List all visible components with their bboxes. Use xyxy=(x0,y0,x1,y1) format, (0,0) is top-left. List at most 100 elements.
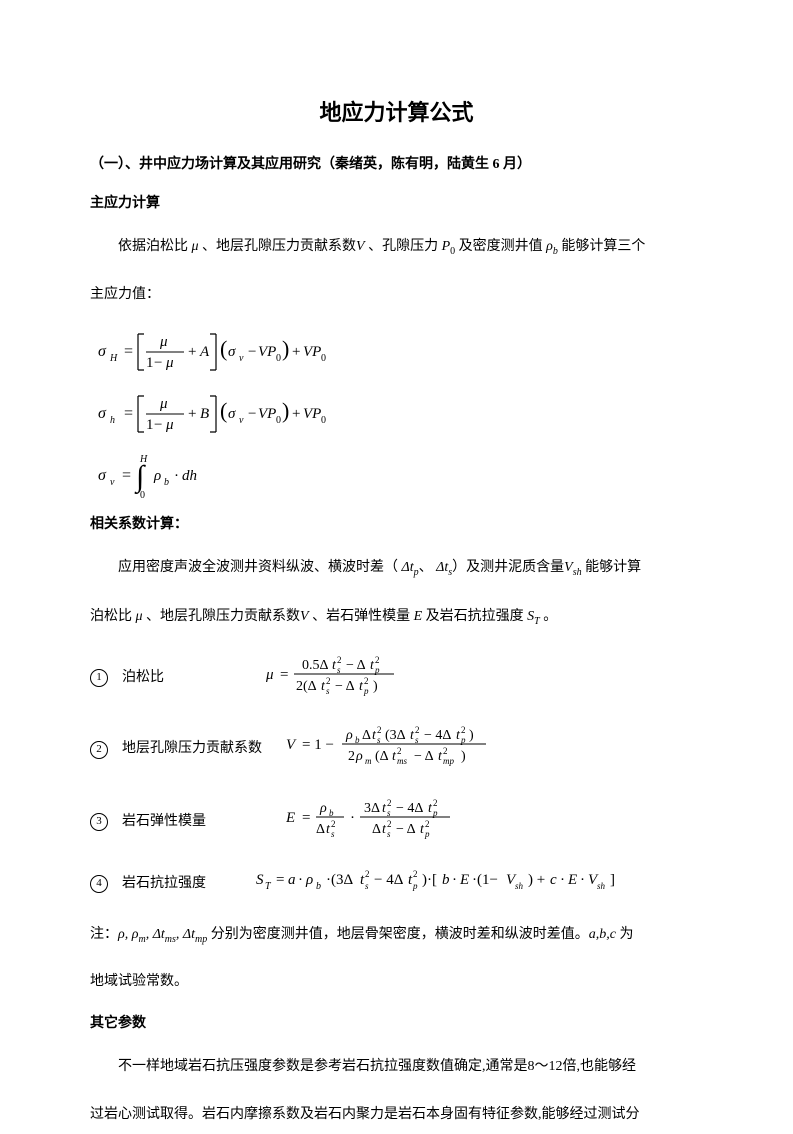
svg-text:E: E xyxy=(459,872,469,888)
svg-text:V: V xyxy=(286,737,297,753)
para-coef-line2: 泊松比 μ 、地层孔隙压力贡献系数V 、岩石弹性模量 E 及岩石抗拉强度 ST … xyxy=(90,599,703,635)
svg-text:μ: μ xyxy=(266,667,274,683)
svg-text:ρ: ρ xyxy=(345,728,353,743)
svg-text:·: · xyxy=(580,872,585,888)
formula-sigma-v: σ v = H ∫ 0 ρ b · dh xyxy=(90,452,703,500)
svg-text:μ: μ xyxy=(159,396,168,412)
svg-text:σ: σ xyxy=(98,467,107,484)
svg-text:2: 2 xyxy=(387,798,392,808)
svg-text:2: 2 xyxy=(337,655,342,665)
svg-text:2: 2 xyxy=(425,819,430,829)
svg-text:2: 2 xyxy=(443,746,448,756)
svg-text:=: = xyxy=(124,405,133,422)
formula-mu: μ = 0.5Δ t s 2 − Δ t p 2 2(Δ t s 2 − Δ t… xyxy=(256,651,703,705)
svg-text:]: ] xyxy=(610,872,615,888)
svg-text:2: 2 xyxy=(364,676,369,686)
svg-text:s: s xyxy=(387,829,391,839)
svg-text:Δ: Δ xyxy=(316,822,325,837)
svg-text:b: b xyxy=(442,872,450,888)
svg-text:v: v xyxy=(110,477,115,488)
svg-text:v: v xyxy=(239,415,244,426)
svg-text:): ) xyxy=(282,336,289,361)
svg-text:A: A xyxy=(199,344,210,360)
svg-text:Δ: Δ xyxy=(372,822,381,837)
svg-text:+: + xyxy=(188,406,196,422)
svg-text:2: 2 xyxy=(433,798,438,808)
svg-text:) +: ) + xyxy=(528,872,545,888)
svg-text:− Δ: − Δ xyxy=(346,658,366,673)
symbol-P0: P xyxy=(438,239,450,254)
svg-text:T: T xyxy=(265,881,272,892)
svg-text:)·[: )·[ xyxy=(422,872,437,888)
svg-text:2: 2 xyxy=(377,725,382,735)
svg-text:p: p xyxy=(424,829,430,839)
para-other-line2: 过岩心测试取得。岩石内摩擦系数及岩石内聚力是岩石本身固有特征参数,能够经过测试分 xyxy=(90,1097,703,1133)
svg-text:σ: σ xyxy=(228,344,236,360)
svg-text:2: 2 xyxy=(415,725,420,735)
svg-text:μ: μ xyxy=(165,417,174,433)
svg-text:ρ: ρ xyxy=(305,872,313,888)
item-E: 3 岩石弹性模量 E = ρ b Δ t s 2 · 3Δ t s 2 − 4Δ… xyxy=(90,794,703,850)
svg-text:−: − xyxy=(248,344,256,360)
svg-text:+: + xyxy=(292,344,300,360)
svg-text:E: E xyxy=(286,810,295,826)
svg-text:= 1 −: = 1 − xyxy=(302,737,334,753)
symbol-rhob: ρ xyxy=(543,239,553,254)
svg-text:3Δ: 3Δ xyxy=(364,801,380,816)
svg-text:0: 0 xyxy=(276,415,281,426)
svg-text:(3Δ: (3Δ xyxy=(385,728,406,743)
svg-text:0.5Δ: 0.5Δ xyxy=(302,658,329,673)
para-coef: 应用密度声波全波测井资料纵波、横波时差（ Δtp、 Δts）及测井泥质含量Vsh… xyxy=(90,550,703,586)
svg-text:): ) xyxy=(373,679,378,694)
svg-text:H: H xyxy=(109,353,118,364)
circle-num-1: 1 xyxy=(90,669,108,687)
svg-text:p: p xyxy=(363,686,369,696)
svg-text:s: s xyxy=(326,686,330,696)
svg-text:m: m xyxy=(365,756,372,766)
svg-text:ms: ms xyxy=(397,756,407,766)
formula-ST: S T = a · ρ b ·(3Δ t s 2 − 4Δ t p 2 )·[ … xyxy=(256,866,703,902)
item-label-3: 岩石弹性模量 xyxy=(122,811,242,833)
symbol-abc: a,b,c xyxy=(589,927,616,942)
svg-text:1: 1 xyxy=(146,355,154,371)
svg-text:·: · xyxy=(350,810,355,826)
svg-text:2: 2 xyxy=(413,869,418,879)
svg-text:·: · xyxy=(560,872,565,888)
svg-text:): ) xyxy=(469,728,474,743)
svg-text:(Δ: (Δ xyxy=(375,749,389,764)
subsection-coef: 相关系数计算： xyxy=(90,514,703,536)
formula-V: V = 1 − ρ b Δ t s 2 (3Δ t s 2 − 4Δ t p 2… xyxy=(286,721,703,777)
svg-text:dh: dh xyxy=(182,468,197,484)
svg-text:·: · xyxy=(452,872,457,888)
svg-text:(: ( xyxy=(220,398,227,423)
item-label-2: 地层孔隙压力贡献系数 xyxy=(122,738,272,760)
svg-text:2(Δ: 2(Δ xyxy=(296,679,317,694)
svg-text:− 4Δ: − 4Δ xyxy=(374,872,404,888)
svg-text:2: 2 xyxy=(375,655,380,665)
formula-sigma-H: σ H = μ 1 − μ + A ( σ v − VP 0 ) + VP 0 xyxy=(90,328,703,376)
item-V: 2 地层孔隙压力贡献系数 V = 1 − ρ b Δ t s 2 (3Δ t s… xyxy=(90,721,703,777)
svg-text:): ) xyxy=(282,398,289,423)
section-header: （一）、井中应力场计算及其应用研究（秦绪英，陈有明，陆黄生 6 月） xyxy=(90,154,703,176)
svg-text:VP: VP xyxy=(258,344,276,360)
svg-text:0: 0 xyxy=(276,353,281,364)
svg-text:− Δ: − Δ xyxy=(414,749,434,764)
svg-text:0: 0 xyxy=(140,490,145,500)
svg-text:ρ: ρ xyxy=(355,749,363,764)
subsection-main-stress: 主应力计算 xyxy=(90,193,703,215)
para-other: 不一样地域岩石抗压强度参数是参考岩石抗拉强度数值确定,通常是8～12倍,也能够经 xyxy=(90,1049,703,1085)
page-title: 地应力计算公式 xyxy=(90,95,703,130)
svg-text:0: 0 xyxy=(321,353,326,364)
svg-text:ρ: ρ xyxy=(153,468,161,484)
svg-text:·: · xyxy=(174,468,179,484)
svg-text:1: 1 xyxy=(146,417,154,433)
svg-text:2: 2 xyxy=(348,749,355,764)
note-line2: 地域试验常数。 xyxy=(90,964,703,1000)
svg-text:Δ: Δ xyxy=(362,728,371,743)
para-intro: 依据泊松比 μ 、地层孔隙压力贡献系数V 、孔隙压力 P0 及密度测井值 ρb … xyxy=(90,229,703,265)
circle-num-3: 3 xyxy=(90,813,108,831)
item-label-1: 泊松比 xyxy=(122,667,242,689)
svg-text:0: 0 xyxy=(321,415,326,426)
svg-text:2: 2 xyxy=(365,869,370,879)
svg-text:2: 2 xyxy=(331,819,336,829)
